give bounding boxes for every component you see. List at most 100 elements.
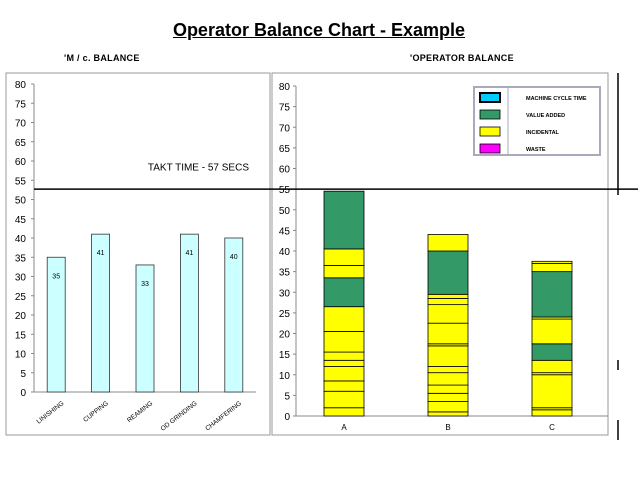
- stack-segment-value-added: [531, 271, 573, 318]
- right-y-tick-label: 30: [279, 288, 291, 299]
- left-x-tick-label: LINISHING: [35, 400, 65, 426]
- stack-segment-incidental: [323, 380, 365, 392]
- stack-segment-incidental: [427, 298, 469, 306]
- right-y-tick-label: 5: [284, 391, 290, 402]
- stack-segment-incidental: [531, 260, 573, 264]
- right-y-tick-label: 60: [279, 165, 291, 176]
- right-x-tick-label: B: [445, 423, 450, 432]
- stack-segment-incidental: [323, 366, 365, 382]
- right-y-tick-label: 80: [279, 82, 291, 93]
- stack-segment-incidental: [427, 384, 469, 394]
- left-bar: [179, 233, 199, 393]
- right-y-tick-label: 45: [279, 226, 291, 237]
- stack-segment-incidental: [531, 262, 573, 273]
- left-y-tick-label: 80: [15, 80, 27, 91]
- legend-swatch: [479, 109, 501, 120]
- stack-segment-incidental: [323, 331, 365, 353]
- right-y-tick-label: 25: [279, 309, 291, 320]
- left-x-tick-label: REAMING: [126, 400, 154, 424]
- left-x-tick-label: CHAMFERING: [204, 400, 243, 432]
- stack-segment-incidental: [531, 409, 573, 417]
- left-y-tick-label: 25: [15, 292, 27, 303]
- left-y-tick-label: 30: [15, 273, 27, 284]
- stack-segment-incidental: [427, 293, 469, 299]
- right-y-tick-label: 20: [279, 330, 291, 341]
- stack-segment-incidental: [323, 265, 365, 279]
- left-panel-border: [5, 72, 271, 436]
- stack-segment-incidental: [323, 359, 365, 367]
- left-y-tick-label: 70: [15, 119, 27, 130]
- stack-segment-incidental: [427, 411, 469, 417]
- left-bar: [46, 256, 66, 393]
- left-y-tick-label: 20: [15, 311, 27, 322]
- stack-segment-incidental: [427, 322, 469, 345]
- legend-label: MACHINE CYCLE TIME: [526, 96, 587, 102]
- legend-swatch: [479, 143, 501, 154]
- right-y-tick-label: 10: [279, 371, 291, 382]
- left-bar: [135, 264, 155, 393]
- left-y-tick-label: 55: [15, 176, 27, 187]
- takt-time-label: TAKT TIME - 57 SECS: [148, 163, 249, 174]
- left-bar-data-label: 33: [141, 281, 149, 288]
- left-bar-data-label: 40: [230, 254, 238, 261]
- left-bar-data-label: 41: [97, 250, 105, 257]
- right-y-tick-label: 70: [279, 123, 291, 134]
- stack-segment-incidental: [323, 407, 365, 417]
- left-chart-title: 'M / c. BALANCE: [64, 53, 140, 63]
- left-y-tick-label: 45: [15, 215, 27, 226]
- right-y-tick-label: 50: [279, 206, 291, 217]
- stack-segment-value-added: [323, 190, 365, 250]
- left-y-tick-label: 10: [15, 350, 27, 361]
- legend-swatch: [479, 92, 501, 103]
- left-y-tick-label: 50: [15, 196, 27, 207]
- left-x-tick-label: OD GRINDING: [160, 400, 199, 433]
- left-bar: [91, 233, 110, 393]
- legend-swatch: [479, 126, 501, 137]
- right-y-tick-label: 75: [279, 103, 291, 114]
- legend-label: INCIDENTAL: [526, 130, 560, 136]
- left-y-tick-label: 65: [15, 138, 27, 149]
- left-y-tick-label: 35: [15, 253, 27, 264]
- stack-segment-incidental: [427, 304, 469, 324]
- right-y-tick-label: 35: [279, 268, 291, 279]
- stack-segment-value-added: [427, 250, 469, 295]
- left-y-tick-label: 15: [15, 330, 27, 341]
- stack-segment-incidental: [531, 318, 573, 345]
- stack-segment-incidental: [427, 234, 469, 252]
- right-y-tick-label: 15: [279, 350, 291, 361]
- right-y-tick-label: 65: [279, 144, 291, 155]
- stack-segment-incidental: [531, 359, 573, 374]
- right-panel-border: [271, 72, 609, 436]
- stack-segment-incidental: [531, 374, 573, 409]
- stack-segment-incidental: [427, 372, 469, 386]
- right-x-tick-label: C: [549, 423, 555, 432]
- right-y-tick-label: 40: [279, 247, 291, 258]
- right-chart-title: 'OPERATOR BALANCE: [410, 53, 514, 63]
- right-y-tick-label: 0: [284, 412, 290, 423]
- stack-segment-incidental: [427, 345, 469, 367]
- left-y-tick-label: 60: [15, 157, 27, 168]
- stack-segment-incidental: [323, 351, 365, 361]
- stack-segment-incidental: [323, 248, 365, 266]
- left-bar-data-label: 35: [52, 273, 60, 280]
- stack-segment-incidental: [427, 392, 469, 402]
- left-y-tick-label: 0: [20, 388, 26, 399]
- left-bar: [224, 237, 244, 393]
- stack-segment-incidental: [323, 306, 365, 332]
- left-y-tick-label: 5: [20, 369, 26, 380]
- stack-segment-incidental: [427, 366, 469, 374]
- legend-label: WASTE: [526, 147, 546, 153]
- right-x-tick-label: A: [341, 423, 347, 432]
- page-title: Operator Balance Chart - Example: [172, 20, 466, 40]
- stack-segment-value-added: [531, 343, 573, 361]
- legend-label: VALUE ADDED: [526, 113, 565, 119]
- left-y-tick-label: 75: [15, 99, 27, 110]
- left-bar-data-label: 41: [186, 250, 194, 257]
- stack-segment-incidental: [427, 401, 469, 413]
- stack-segment-incidental: [323, 390, 365, 409]
- left-y-tick-label: 40: [15, 234, 27, 245]
- stack-segment-value-added: [323, 277, 365, 308]
- right-y-tick-label: 55: [279, 185, 291, 196]
- left-x-tick-label: CUPPING: [82, 400, 110, 424]
